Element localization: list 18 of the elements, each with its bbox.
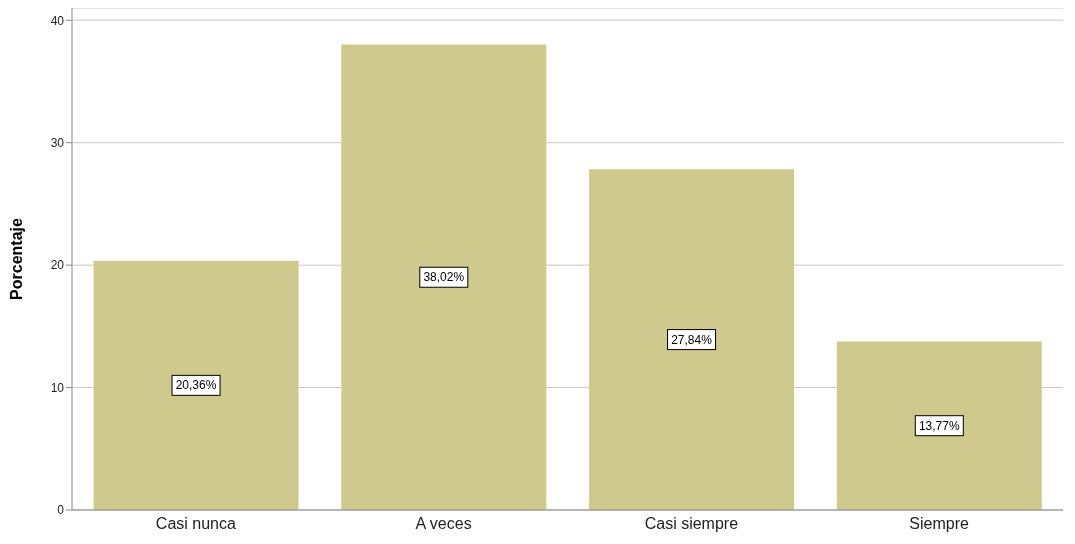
y-tick-label: 20 — [50, 258, 65, 273]
y-tick-label: 10 — [50, 380, 65, 395]
x-tick-label: A veces — [415, 515, 472, 533]
y-tick-label: 30 — [50, 135, 65, 150]
data-label: 13,77% — [918, 418, 960, 433]
x-tick-label: Casi siempre — [644, 515, 739, 533]
bar — [93, 260, 299, 510]
x-tick-label: Siempre — [909, 515, 970, 533]
bar — [836, 341, 1042, 510]
data-label: 38,02% — [423, 270, 465, 285]
bar — [341, 44, 547, 510]
y-axis-title: Porcentaje — [7, 217, 25, 300]
data-label: 20,36% — [175, 378, 217, 393]
bar — [589, 169, 795, 510]
data-label: 27,84% — [671, 332, 713, 347]
y-tick-label: 0 — [57, 503, 65, 518]
y-tick-label: 40 — [50, 13, 65, 28]
x-tick-label: Casi nunca — [155, 515, 236, 533]
